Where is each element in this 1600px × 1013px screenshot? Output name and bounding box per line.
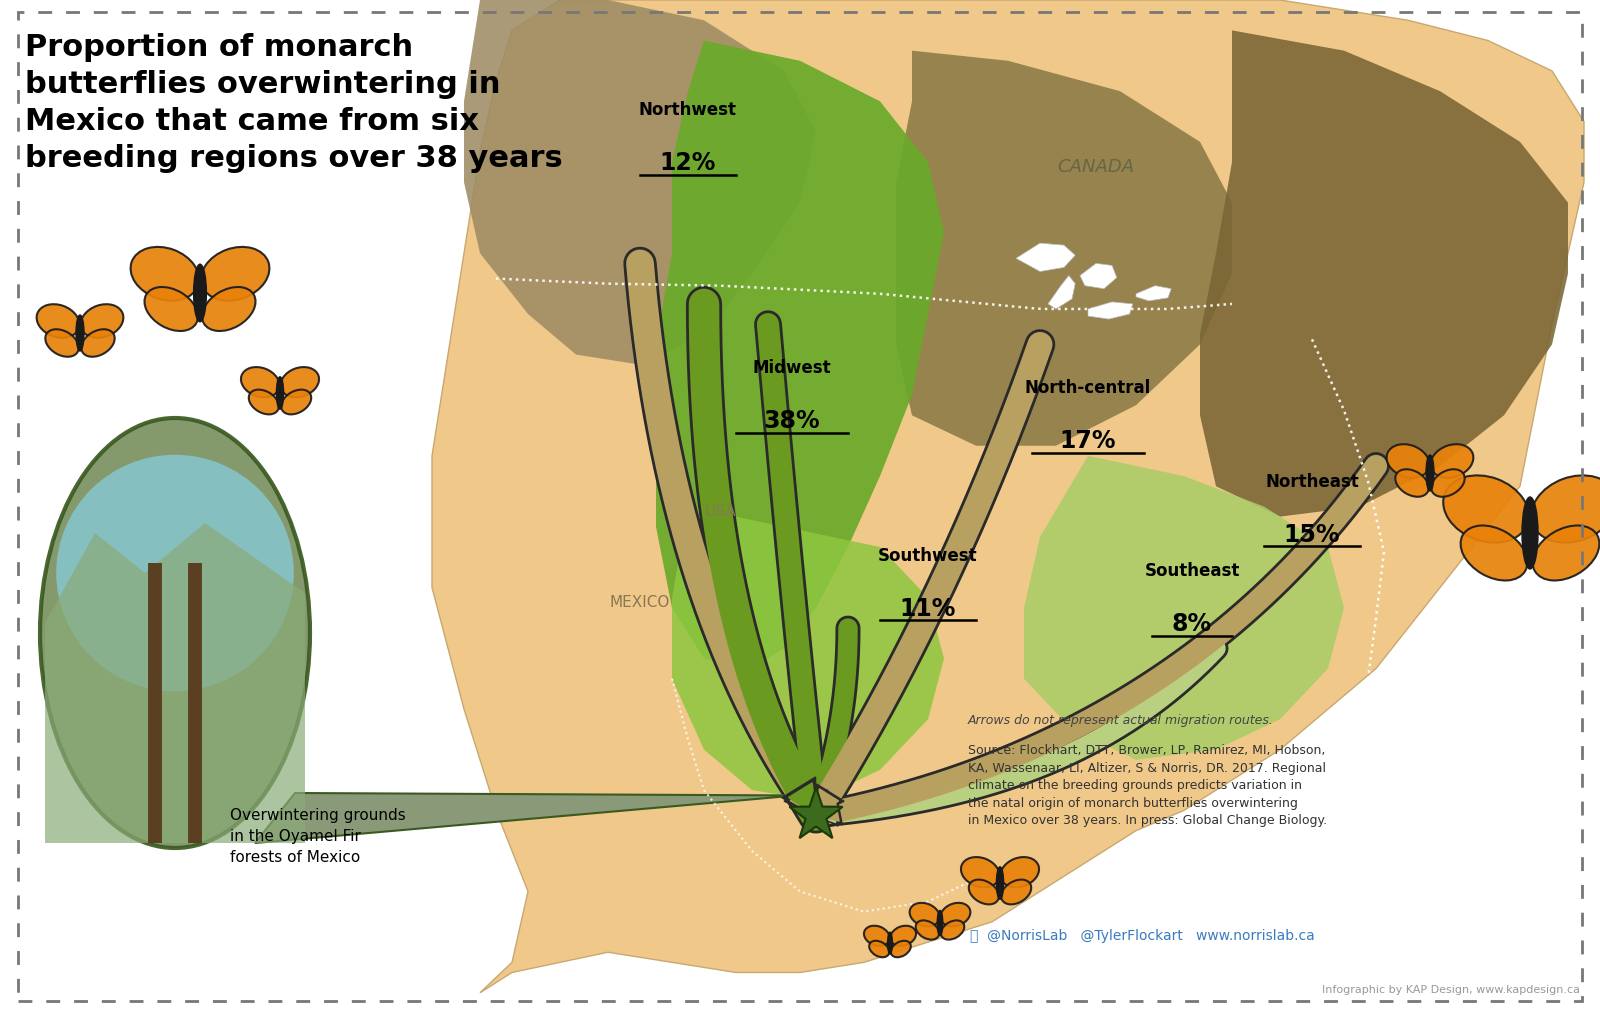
Polygon shape (1024, 456, 1344, 760)
Polygon shape (798, 790, 827, 815)
Ellipse shape (869, 941, 890, 957)
Ellipse shape (45, 329, 78, 357)
Text: Southeast: Southeast (1144, 562, 1240, 579)
Polygon shape (789, 783, 816, 815)
Ellipse shape (77, 315, 83, 350)
Polygon shape (1088, 302, 1133, 319)
Polygon shape (803, 793, 824, 815)
Polygon shape (464, 0, 816, 365)
Ellipse shape (1522, 497, 1538, 569)
Text: 8%: 8% (1171, 612, 1213, 636)
Polygon shape (784, 781, 816, 815)
Ellipse shape (1443, 475, 1528, 543)
Ellipse shape (242, 367, 280, 397)
Polygon shape (814, 795, 830, 815)
Ellipse shape (997, 867, 1003, 900)
Polygon shape (1048, 276, 1075, 309)
Ellipse shape (202, 247, 269, 301)
Ellipse shape (1531, 475, 1600, 543)
Ellipse shape (962, 857, 1000, 887)
Text: Northeast: Northeast (1266, 473, 1358, 490)
Ellipse shape (1387, 444, 1429, 478)
Text: USA: USA (704, 504, 736, 519)
Ellipse shape (941, 903, 970, 926)
Polygon shape (45, 523, 306, 843)
Text: Overwintering grounds
in the Oyamel Fir
forests of Mexico: Overwintering grounds in the Oyamel Fir … (230, 808, 406, 865)
Polygon shape (896, 51, 1232, 446)
Text: MEXICO: MEXICO (610, 596, 670, 610)
Text: 17%: 17% (1059, 430, 1117, 454)
Text: Proportion of monarch
butterflies overwintering in
Mexico that came from six
bre: Proportion of monarch butterflies overwi… (26, 33, 563, 173)
Polygon shape (656, 41, 944, 669)
Polygon shape (816, 805, 835, 823)
Polygon shape (432, 0, 1584, 993)
Ellipse shape (1426, 455, 1434, 491)
Ellipse shape (37, 304, 80, 337)
Polygon shape (1200, 30, 1568, 517)
Ellipse shape (1461, 526, 1528, 580)
Text: 15%: 15% (1283, 523, 1341, 547)
Ellipse shape (915, 921, 939, 940)
Text: CANADA: CANADA (1058, 158, 1134, 176)
Ellipse shape (1395, 469, 1429, 496)
Ellipse shape (56, 455, 294, 691)
Ellipse shape (888, 932, 893, 954)
Text: 38%: 38% (763, 409, 821, 434)
Text: 🐦  @NorrisLab   @TylerFlockart   www.norrislab.ca: 🐦 @NorrisLab @TylerFlockart www.norrisla… (970, 929, 1315, 943)
Ellipse shape (1432, 469, 1464, 496)
Polygon shape (816, 801, 838, 826)
Ellipse shape (248, 390, 278, 414)
Polygon shape (672, 506, 944, 800)
Text: Arrows do not represent actual migration routes.: Arrows do not represent actual migration… (968, 714, 1274, 727)
Ellipse shape (131, 247, 198, 301)
Ellipse shape (968, 879, 998, 905)
Polygon shape (811, 791, 835, 815)
Text: Southwest: Southwest (878, 547, 978, 564)
Text: Infographic by KAP Design, www.kapdesign.ca: Infographic by KAP Design, www.kapdesign… (1322, 985, 1581, 995)
Polygon shape (790, 786, 816, 815)
Text: 11%: 11% (899, 597, 957, 621)
Ellipse shape (1000, 857, 1038, 887)
Ellipse shape (1533, 526, 1600, 580)
Ellipse shape (202, 287, 256, 331)
Polygon shape (816, 784, 845, 815)
Text: Northwest: Northwest (638, 101, 738, 119)
Text: Midwest: Midwest (752, 360, 832, 377)
Polygon shape (1016, 243, 1075, 271)
Ellipse shape (910, 903, 939, 926)
Ellipse shape (40, 418, 310, 848)
Ellipse shape (938, 911, 942, 936)
Ellipse shape (941, 921, 965, 940)
Ellipse shape (82, 329, 115, 357)
Ellipse shape (890, 926, 917, 946)
Polygon shape (789, 787, 843, 838)
Ellipse shape (277, 377, 283, 409)
Polygon shape (816, 796, 842, 825)
Polygon shape (782, 777, 816, 815)
Ellipse shape (282, 390, 312, 414)
Polygon shape (254, 793, 797, 843)
Polygon shape (816, 789, 838, 815)
Ellipse shape (891, 941, 910, 957)
Polygon shape (1136, 286, 1171, 301)
Text: North-central: North-central (1026, 380, 1150, 397)
Text: 12%: 12% (659, 151, 717, 175)
Text: Source: Flockhart, DTT, Brower, LP, Ramirez, MI, Hobson,
KA, Wassenaar, LI, Alti: Source: Flockhart, DTT, Brower, LP, Rami… (968, 745, 1326, 828)
Ellipse shape (194, 264, 206, 322)
Ellipse shape (280, 367, 318, 397)
Polygon shape (816, 801, 838, 822)
Ellipse shape (864, 926, 890, 946)
Polygon shape (1080, 263, 1117, 289)
Ellipse shape (1002, 879, 1032, 905)
Ellipse shape (144, 287, 198, 331)
Ellipse shape (80, 304, 123, 337)
Ellipse shape (1430, 444, 1474, 478)
